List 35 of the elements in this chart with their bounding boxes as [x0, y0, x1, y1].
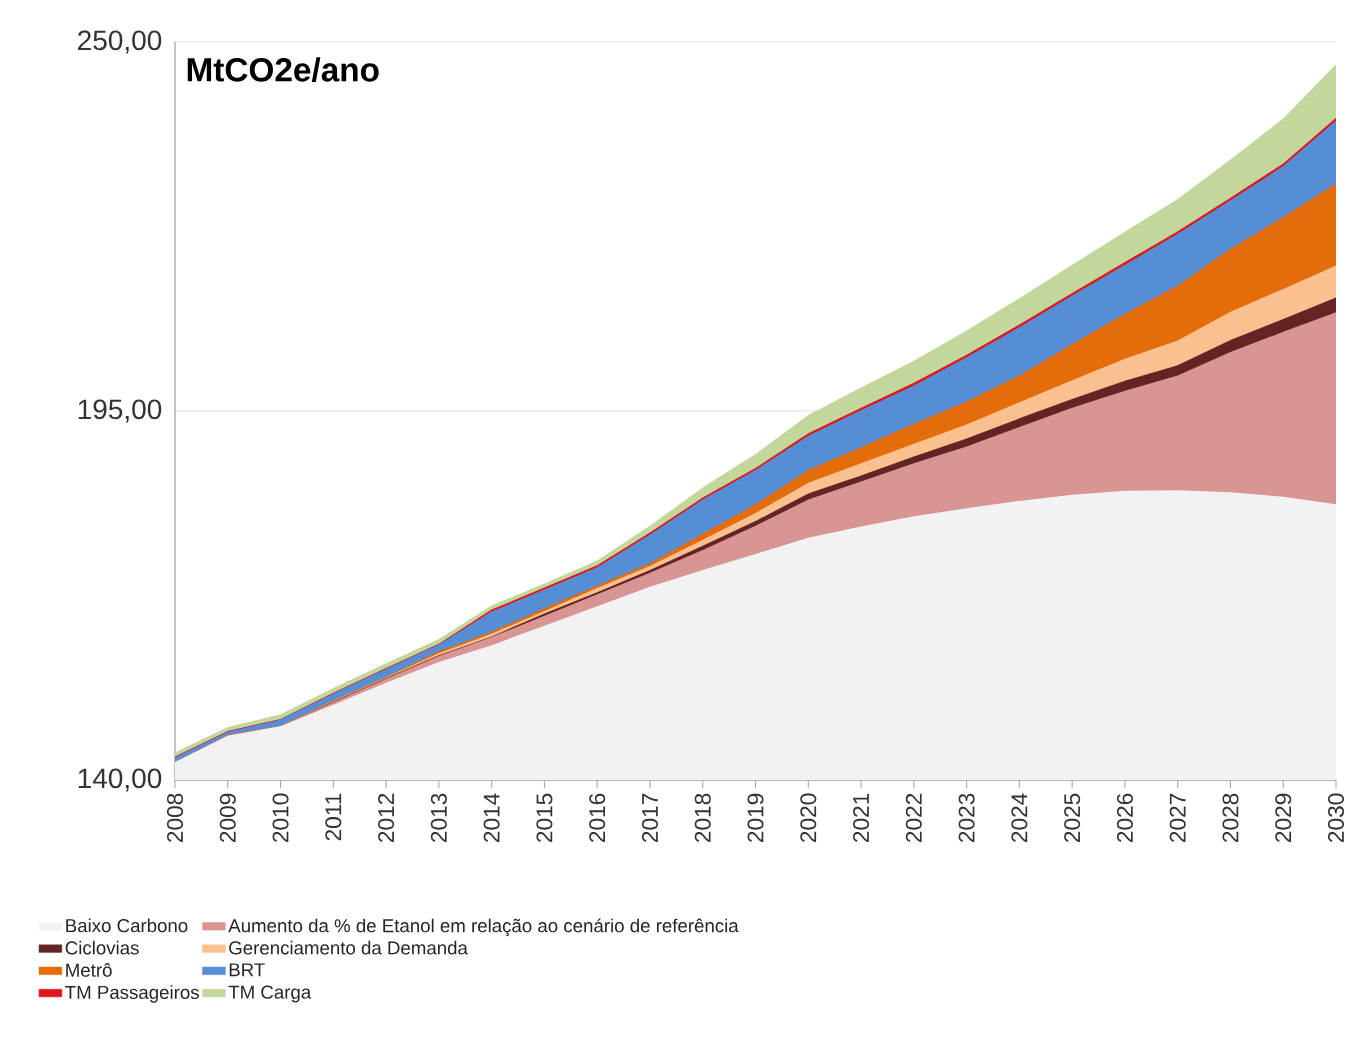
x-tick-label: 2019	[747, 793, 764, 842]
legend-label: TM Carga	[228, 985, 312, 1003]
legend-label: Ciclovias	[65, 940, 139, 955]
legend-label: BRT	[229, 963, 265, 977]
x-tick-label: 2022	[905, 793, 922, 842]
x-tick-label: 2027	[1169, 793, 1186, 842]
x-tick-label: 2029	[1275, 793, 1292, 842]
legend-label: Baixo Carbono	[66, 918, 188, 933]
y-tick-label: 140,00	[78, 768, 162, 792]
legend-label: Aumento da % de Etanol em relação ao cenário de referência	[228, 918, 739, 937]
x-tick-label: 2026	[1116, 793, 1133, 842]
x-tick-label: 2021	[853, 793, 870, 842]
x-tick-label: 2014	[483, 793, 500, 842]
x-tick-label: 2010	[272, 793, 289, 842]
x-tick-label: 2012	[378, 793, 395, 842]
x-tick-label: 2025	[1064, 793, 1081, 842]
legend-label: Gerenciamento da Demanda	[229, 940, 468, 955]
legend-label: Metrô	[66, 963, 112, 977]
x-tick-label: 2028	[1222, 793, 1239, 842]
x-tick-label: 2009	[219, 793, 236, 842]
y-tick-label: 250,00	[78, 30, 162, 54]
x-tick-label: 2018	[694, 793, 711, 842]
legend-label: TM Passageiros	[65, 985, 199, 1003]
chart-title: MtCO2e/ano	[187, 57, 379, 82]
x-tick-label: 2030	[1327, 793, 1345, 842]
x-tick-label: 2011	[325, 793, 342, 841]
y-tick-label: 195,00	[78, 399, 162, 423]
x-tick-label: 2020	[800, 793, 817, 842]
x-tick-label: 2017	[641, 793, 658, 842]
x-tick-label: 2024	[1011, 793, 1028, 842]
x-tick-label: 2013	[430, 793, 447, 842]
x-tick-label: 2023	[958, 793, 975, 842]
x-tick-label: 2015	[536, 793, 553, 842]
x-tick-label: 2016	[589, 793, 606, 842]
x-tick-label: 2008	[166, 793, 184, 842]
